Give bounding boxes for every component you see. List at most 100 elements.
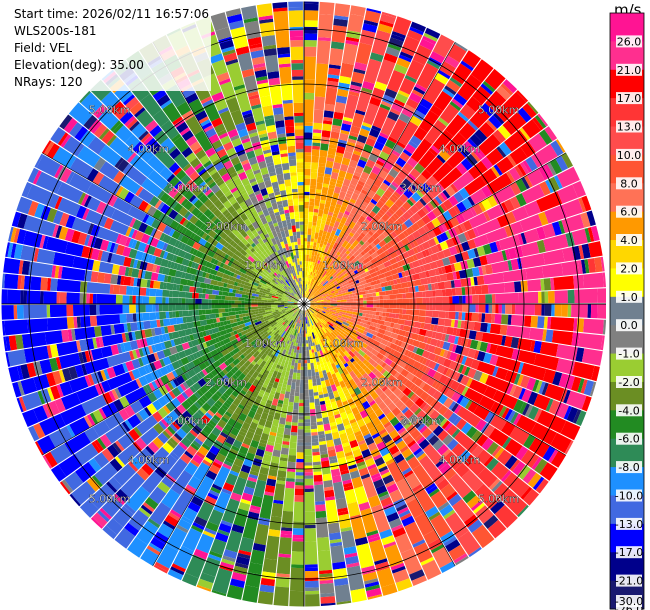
velocity-gate (321, 327, 327, 334)
velocity-gate (233, 330, 238, 335)
velocity-gate (563, 389, 571, 404)
velocity-gate (277, 354, 282, 359)
velocity-gate (292, 372, 297, 380)
velocity-gate (286, 311, 290, 314)
velocity-gate (312, 245, 317, 250)
velocity-gate (241, 304, 245, 308)
velocity-gate (404, 398, 415, 409)
velocity-gate (367, 317, 372, 322)
velocity-gate (413, 86, 426, 95)
velocity-gate (387, 402, 397, 412)
velocity-gate (366, 321, 371, 326)
velocity-gate (279, 365, 284, 370)
velocity-gate (239, 317, 244, 322)
velocity-gate (356, 543, 374, 569)
velocity-gate (519, 402, 528, 415)
velocity-gate (266, 478, 277, 487)
velocity-gate (427, 175, 439, 187)
velocity-gate (451, 344, 457, 353)
velocity-gate (210, 332, 218, 340)
velocity-gate (388, 217, 395, 225)
velocity-gate (212, 289, 220, 295)
velocity-gate (8, 226, 14, 242)
velocity-gate (124, 266, 130, 277)
velocity-gate (231, 300, 235, 304)
velocity-gate (298, 406, 304, 413)
velocity-gate (313, 293, 317, 296)
velocity-gate (58, 352, 81, 369)
velocity-gate (339, 262, 344, 267)
velocity-gate (264, 295, 272, 299)
velocity-gate (233, 318, 238, 323)
velocity-gate (44, 451, 58, 468)
velocity-gate (7, 242, 14, 258)
velocity-gate (383, 220, 392, 229)
velocity-gate (420, 182, 432, 194)
velocity-gate (250, 439, 260, 449)
velocity-gate (418, 150, 436, 169)
velocity-gate (193, 281, 201, 288)
velocity-gate (362, 122, 372, 129)
velocity-gate (213, 343, 219, 349)
velocity-gate (133, 277, 138, 287)
velocity-gate (145, 304, 153, 313)
velocity-gate (502, 268, 528, 283)
velocity-gate (310, 261, 313, 266)
velocity-gate (393, 175, 404, 186)
velocity-gate (271, 338, 275, 343)
velocity-gate (324, 283, 331, 289)
velocity-gate (338, 82, 350, 91)
velocity-gate (291, 306, 298, 309)
velocity-gate (572, 181, 586, 198)
velocity-gate (222, 291, 229, 297)
velocity-gate (304, 442, 312, 446)
velocity-gate (500, 91, 527, 118)
velocity-gate (435, 259, 445, 268)
velocity-gate (539, 462, 558, 481)
velocity-gate (446, 272, 454, 281)
velocity-gate (315, 263, 320, 271)
velocity-gate (335, 292, 339, 296)
velocity-gate (411, 230, 421, 240)
velocity-gate (453, 279, 462, 288)
velocity-gate (445, 512, 469, 539)
velocity-gate (329, 308, 337, 311)
velocity-gate (476, 275, 485, 286)
velocity-gate (308, 376, 312, 380)
velocity-gate (103, 369, 110, 380)
velocity-gate (404, 244, 410, 252)
velocity-gate (392, 356, 402, 365)
velocity-gate (203, 390, 213, 400)
velocity-gate (311, 155, 319, 163)
velocity-gate (425, 330, 434, 338)
velocity-gate (293, 501, 304, 522)
velocity-gate (357, 318, 362, 323)
velocity-gate (115, 186, 124, 197)
velocity-gate (265, 311, 273, 315)
velocity-gate (174, 248, 181, 256)
velocity-gate (473, 502, 486, 514)
velocity-gate (328, 272, 335, 279)
velocity-gate (283, 434, 291, 439)
velocity-gate (296, 445, 304, 453)
velocity-gate (289, 388, 295, 396)
velocity-gate (584, 228, 592, 243)
velocity-gate (403, 470, 414, 478)
velocity-gate (107, 252, 113, 263)
velocity-gate (435, 304, 443, 311)
velocity-gate (424, 284, 429, 291)
velocity-gate (325, 332, 331, 339)
velocity-gate (382, 308, 387, 313)
velocity-gate (397, 170, 408, 181)
velocity-gate (191, 274, 196, 281)
velocity-gate (291, 314, 297, 320)
velocity-gate (317, 271, 322, 279)
velocity-gate (279, 332, 283, 336)
velocity-gate (158, 266, 164, 274)
velocity-gate (352, 247, 358, 253)
velocity-gate (277, 298, 282, 301)
velocity-gate (548, 415, 567, 434)
velocity-gate (342, 479, 352, 485)
velocity-gate (294, 305, 298, 308)
velocity-gate (343, 355, 350, 363)
